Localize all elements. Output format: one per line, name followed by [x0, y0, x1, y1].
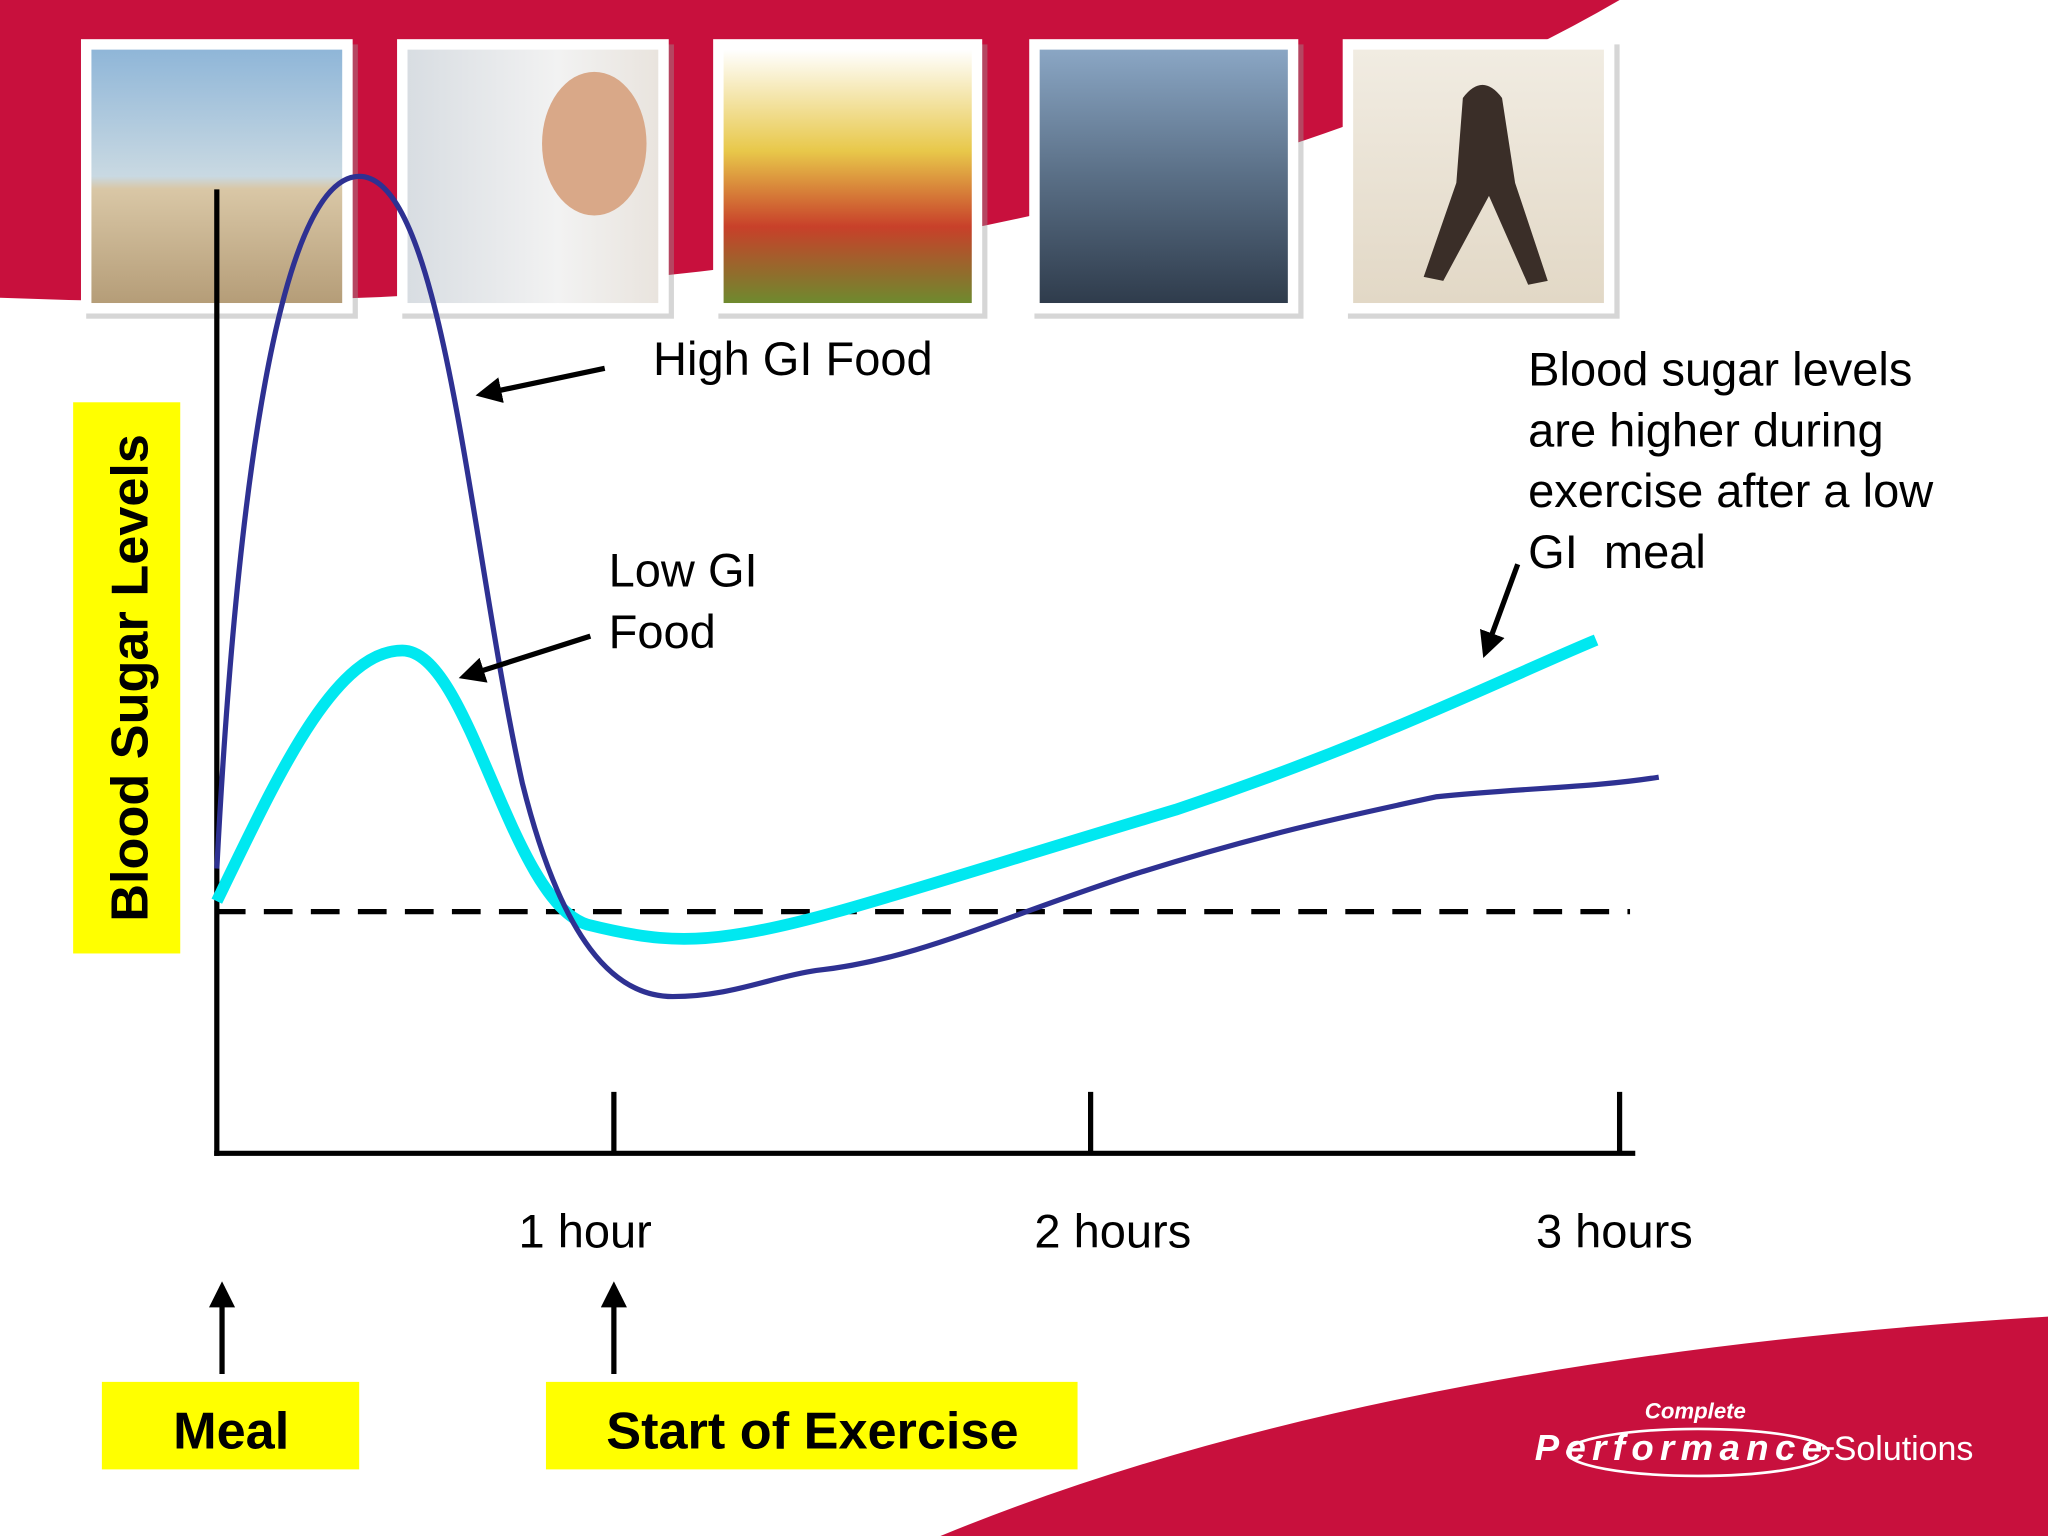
axes	[214, 189, 1636, 1156]
callout-high-gi: High GI Food	[653, 332, 933, 385]
callout-note: Blood sugar levels	[1528, 342, 1912, 395]
y-label-box	[73, 402, 181, 954]
photo-city	[1039, 49, 1288, 304]
meal-box	[101, 1381, 360, 1470]
callout-low-gi: Low GI	[609, 543, 758, 596]
photo-strip	[80, 39, 1620, 319]
callout-note: exercise after a low	[1528, 464, 1934, 517]
callout-arrow	[475, 365, 606, 403]
logo-suffix: Solutions	[1834, 1430, 1974, 1468]
logo-swoosh	[1566, 1427, 1830, 1478]
x-tick-label: 1 hour	[518, 1204, 651, 1257]
high-gi-curve	[214, 173, 1660, 1000]
exercise-label: Start of Exercise	[606, 1402, 1018, 1460]
callout-note: GI meal	[1528, 525, 1706, 578]
callout-arrow	[1480, 563, 1521, 658]
footer-band	[940, 1316, 2048, 1536]
x-tick-label: 3 hours	[1536, 1204, 1693, 1257]
meal-label: Meal	[173, 1402, 289, 1460]
callout-note: are higher during	[1528, 404, 1883, 457]
logo-top: Complete	[1645, 1398, 1746, 1423]
callout-arrow	[458, 633, 592, 683]
low-gi-curve	[211, 634, 1599, 945]
photo-figure	[1423, 84, 1548, 285]
photo-face	[542, 71, 647, 216]
photo-fruit	[723, 49, 972, 304]
y-axis-label: Blood Sugar Levels	[102, 434, 160, 922]
callout-low-gi: Food	[609, 605, 716, 658]
exercise-box	[545, 1381, 1078, 1470]
x-tick-label: 2 hours	[1034, 1204, 1191, 1257]
